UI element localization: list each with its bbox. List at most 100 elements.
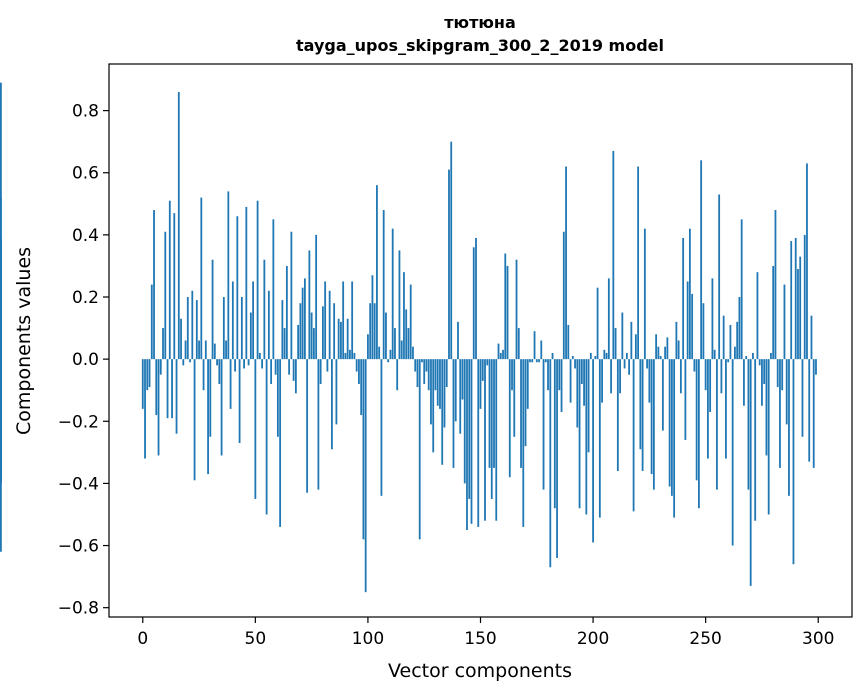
bar-186 — [560, 359, 563, 412]
bar-197 — [585, 359, 588, 515]
bar-121 — [414, 359, 417, 372]
bar-168 — [520, 359, 522, 468]
bar-10 — [164, 231, 167, 360]
bar-74 — [308, 250, 311, 360]
bar-81 — [324, 281, 327, 360]
bar-169 — [522, 359, 525, 527]
bar-125 — [423, 359, 426, 384]
bar-163 — [508, 359, 511, 478]
bar-153 — [486, 359, 489, 366]
bar-142 — [461, 359, 464, 400]
bar-192 — [574, 359, 576, 369]
bar-73 — [306, 359, 309, 493]
bar-293 — [801, 359, 804, 437]
bar-128 — [430, 359, 432, 425]
bar-59 — [274, 359, 277, 375]
bar-83 — [328, 290, 331, 360]
bar-266 — [740, 219, 743, 360]
bar-75 — [310, 312, 313, 360]
bar-137 — [450, 141, 453, 360]
bar-237 — [675, 321, 678, 360]
bar-279 — [770, 352, 772, 360]
bar-198 — [587, 359, 590, 453]
bar-287 — [788, 359, 790, 496]
bar-119 — [409, 284, 412, 360]
bar-184 — [556, 359, 558, 558]
bar-214 — [623, 359, 626, 369]
bar-146 — [470, 359, 473, 524]
bar-232 — [664, 346, 667, 360]
y-tick-label-8: 0.8 — [72, 102, 99, 122]
bar-149 — [477, 359, 480, 527]
bar-52 — [258, 352, 261, 360]
bar-64 — [285, 265, 288, 360]
bar-11 — [166, 359, 169, 419]
bar-227 — [652, 359, 655, 490]
bar-177 — [540, 340, 543, 360]
bar-57 — [270, 359, 273, 384]
bar-66 — [290, 231, 293, 360]
bar-42 — [236, 216, 239, 360]
bar-229 — [657, 346, 660, 360]
bar-104 — [376, 185, 378, 360]
bar-144 — [466, 359, 468, 531]
y-tick-label-1: −0.6 — [58, 537, 99, 557]
bar-114 — [398, 250, 401, 360]
bar-123 — [418, 359, 421, 540]
bar-117 — [405, 309, 408, 360]
bar-215 — [625, 352, 628, 360]
bar-157 — [495, 359, 498, 521]
bar-222 — [641, 359, 644, 471]
bar-178 — [542, 359, 545, 490]
bar-1 — [144, 359, 146, 459]
bar-107 — [382, 210, 385, 360]
x-tick-label-50: 50 — [245, 629, 267, 649]
bar-289 — [792, 359, 795, 565]
bar-156 — [493, 359, 495, 468]
x-tick-label-150: 150 — [464, 629, 496, 649]
bar-116 — [403, 272, 405, 360]
bar-292 — [799, 256, 802, 360]
bar-47 — [247, 359, 250, 366]
bar-200 — [592, 359, 594, 543]
bar-68 — [294, 359, 297, 394]
bar-182 — [551, 352, 554, 360]
bar-291 — [797, 269, 799, 360]
bar-298 — [812, 359, 815, 468]
bar-19 — [184, 340, 187, 360]
bar-267 — [743, 359, 745, 406]
bar-242 — [686, 281, 689, 360]
bar-5 — [153, 210, 155, 360]
bar-203 — [598, 359, 601, 518]
bar-29 — [207, 359, 209, 475]
bar-22 — [191, 290, 194, 360]
bar-141 — [459, 359, 462, 434]
bar-234 — [668, 359, 671, 487]
bar-28 — [204, 340, 207, 360]
bar-102 — [371, 275, 374, 360]
bar-79 — [319, 359, 322, 384]
chart-title: тютюна — [444, 13, 516, 32]
bar-99 — [364, 359, 367, 593]
bar-276 — [763, 359, 766, 384]
bar-250 — [704, 359, 707, 391]
bar-100 — [367, 334, 369, 360]
bar-25 — [198, 340, 200, 360]
bar-70 — [299, 303, 302, 360]
bar-88 — [340, 321, 342, 360]
bar-84 — [331, 359, 333, 450]
bar-37 — [225, 340, 227, 360]
bar-85 — [333, 303, 336, 360]
bar-152 — [484, 359, 486, 521]
bar-244 — [691, 293, 694, 360]
bar-69 — [297, 324, 300, 360]
bar-35 — [220, 359, 223, 456]
bar-67 — [292, 359, 295, 381]
bar-54 — [263, 259, 266, 360]
bar-205 — [603, 349, 606, 360]
bar-26 — [200, 197, 203, 360]
bar-23 — [193, 359, 196, 481]
bar-285 — [783, 284, 786, 360]
bar-106 — [380, 359, 383, 496]
